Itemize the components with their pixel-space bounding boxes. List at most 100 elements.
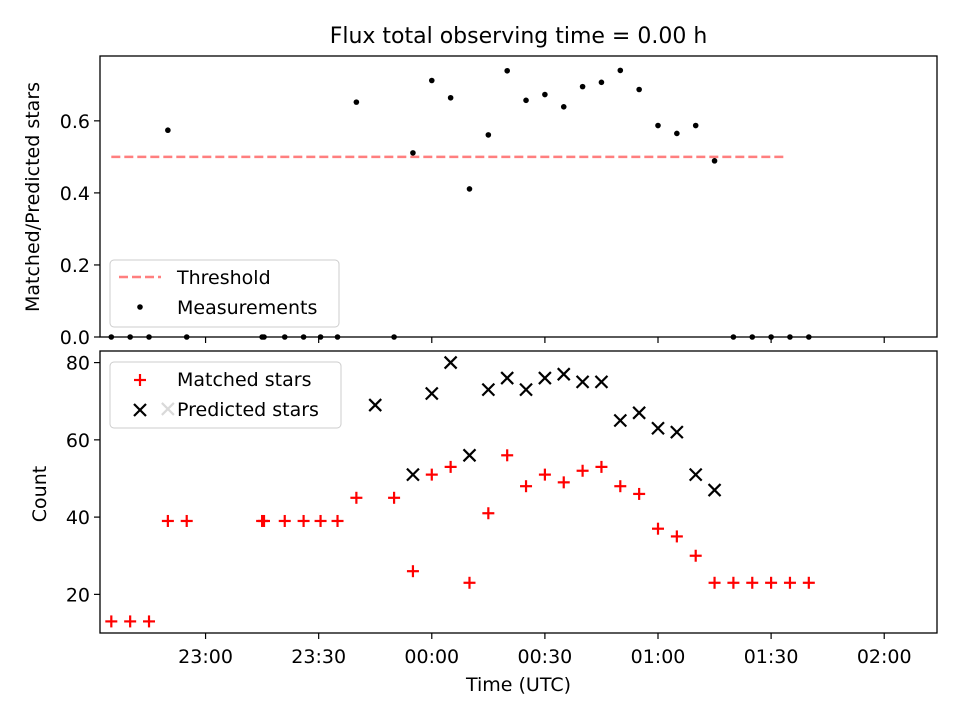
top-y-axis-label: Matched/Predicted stars [22,82,44,312]
measurement-point [636,86,642,93]
measurement-point [300,334,307,340]
top-x-ticks [204,337,885,343]
matched-star-point [783,576,796,589]
x-tick-label: 23:30 [291,646,346,668]
matched-star-point [576,464,589,477]
top-y-tick-label: 0.2 [60,255,90,277]
predicted-star-point [632,406,646,420]
predicted-star-point [368,398,383,412]
matched-star-point [633,487,646,500]
matched-star-point [557,476,570,489]
top-y-tick-label: 0.0 [60,327,90,349]
predicted-star-point [556,367,571,381]
predicted-star-point-b [707,483,722,497]
predicted-star-point-b [594,375,609,389]
matched-star-point [652,522,664,535]
measurement-point [560,103,567,110]
matched-star-point [614,480,627,493]
predicted-star-point-b [538,371,552,385]
measurement-point [146,334,152,340]
measurement-point [730,334,737,340]
matched-star-point [444,460,457,473]
measurement-point [674,130,680,137]
matched-star-point [463,576,476,589]
measurement-point [523,97,529,104]
measurement-point [787,334,793,340]
predicted-star-point [651,421,665,436]
matched-star-point [689,549,702,562]
bottom-plot: 20 40 60 80 23:00 23:30 00:00 00:30 01:00 01:30 0… [29,350,938,696]
bottom-x-axis: 23:00 23:30 00:00 00:30 01:00 01:30 02:00 [178,633,912,668]
x-tick-label: 23:00 [178,646,233,668]
measurement-point [579,83,586,90]
matched-star-point [258,514,271,527]
matched-star-point [727,576,740,589]
matched-star-point [482,507,495,520]
top-points-layer [108,67,812,340]
measurement-point [806,334,812,340]
matched-star-point [746,576,759,589]
matched-star-point [278,514,291,527]
bottom-points-layer [105,355,815,628]
matched-star-point [708,576,721,589]
x-tick-label: 00:00 [404,646,459,668]
measurement-point [466,186,473,192]
measurement-point [165,127,171,134]
matched-star-point [765,576,778,589]
predicted-star-point [670,425,684,439]
predicted-star-point-b [462,448,477,463]
top-legend: Threshold Measurements [109,259,340,328]
threshold-legend-label: Threshold [176,267,271,289]
matched-star-point [143,615,156,628]
predicted-star-point-b [425,386,439,401]
matched-star-point [331,514,344,527]
bottom-legend: Matched stars Predicted stars [109,361,342,429]
matched-star-point [105,615,118,628]
matched-star-point [670,530,683,543]
predicted-star-point [481,382,496,397]
matched-stars-legend-label: Matched stars [177,369,311,391]
top-plot: 0.0 0.2 0.4 0.6 Matched/Predicted stars Thr… [22,55,938,349]
predicted-star-point [538,371,552,385]
matched-star-point [180,514,193,527]
top-y-tick-label: 0.4 [60,183,90,205]
matched-star-point [161,514,174,527]
measurement-point [108,334,115,340]
x-tick-label: 01:30 [744,646,799,668]
matched-star-point [802,576,815,589]
bottom-y-tick-label: 60 [66,430,90,452]
measurements-legend-swatch [137,304,143,310]
measurement-point [504,67,510,74]
predicted-star-point-b [575,375,590,389]
predicted-star-point-b [632,406,646,420]
predicted-star-point-b [670,425,684,439]
bottom-y-axis-label: Count [29,466,51,522]
measurement-point [542,91,548,98]
predicted-star-point-b [406,467,420,482]
measurement-point [485,132,492,138]
bottom-y-tick-label: 20 [66,584,90,606]
predicted-stars-legend-swatch [133,403,147,417]
top-y-axis: 0.0 0.2 0.4 0.6 [60,111,100,349]
measurement-point [353,99,360,105]
measurement-point [334,334,341,340]
measurement-point [391,334,397,340]
chart-title: Flux total observing time = 0.00 h [330,24,708,49]
predicted-star-point [707,483,722,497]
matched-star-point [124,615,137,628]
matched-star-point [425,468,438,481]
bottom-legend-box [109,361,342,429]
predicted-star-point [519,382,533,397]
measurement-point [447,94,454,101]
predicted-star-point-b [651,421,665,436]
predicted-stars-legend-label: Predicted stars [177,399,319,421]
predicted-star-point [688,467,703,482]
measurement-point [261,334,267,340]
measurement-point [749,334,756,340]
measurement-point [410,150,416,156]
matched-star-point [520,480,533,493]
predicted-star-point [594,375,609,389]
measurement-point [428,77,435,84]
predicted-star-point [443,355,458,370]
